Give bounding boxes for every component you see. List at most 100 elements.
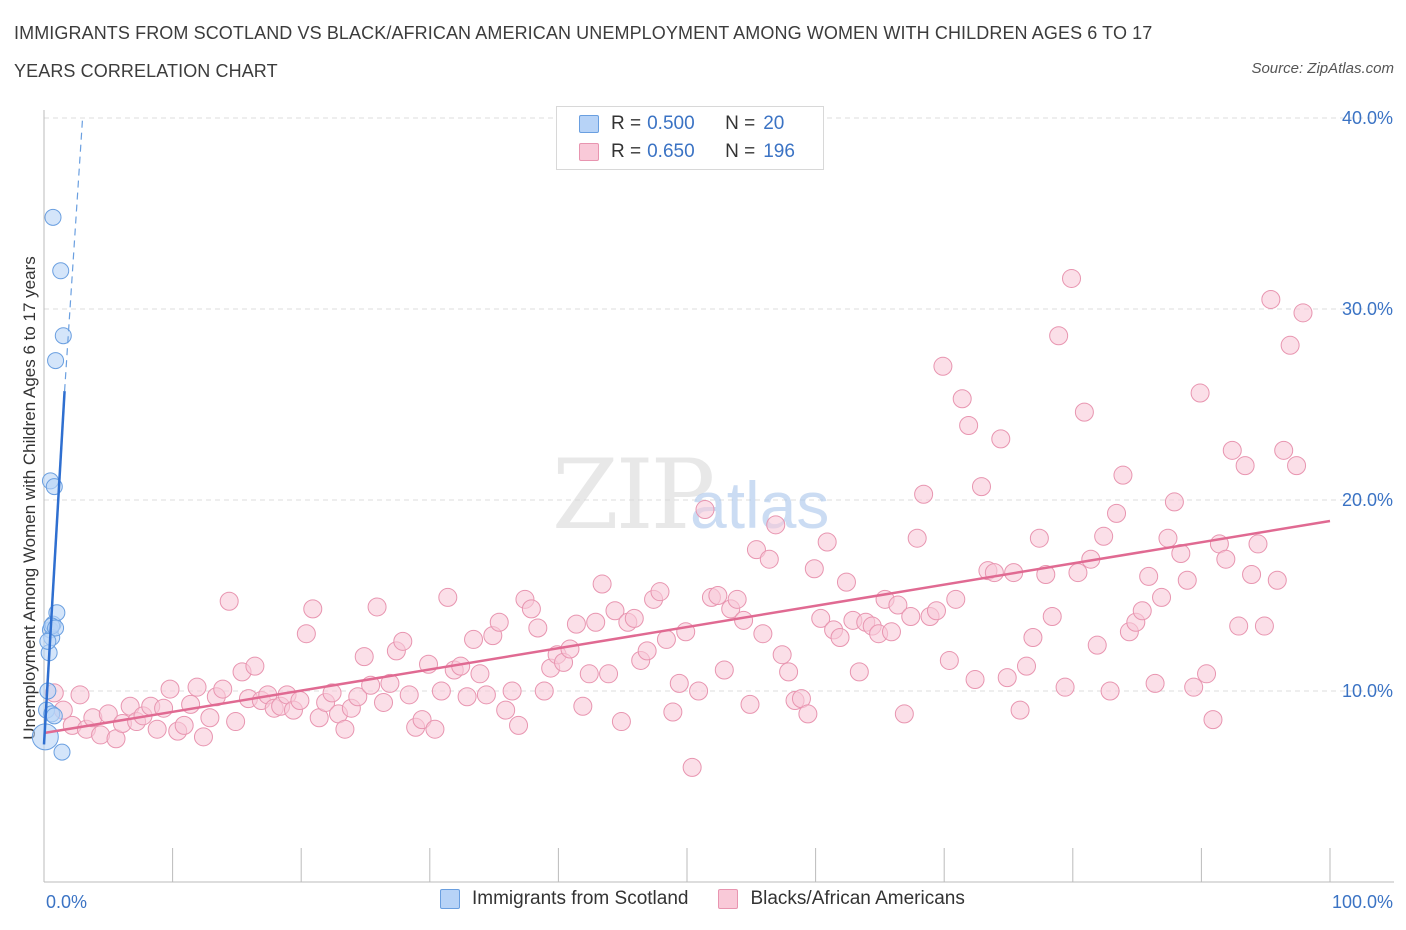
data-point-black	[245, 656, 265, 676]
data-point-black	[946, 589, 966, 609]
legend-row-scotland: R = 0.500 N = 20	[579, 112, 784, 136]
data-point-black	[605, 601, 625, 621]
data-point-black	[187, 677, 207, 697]
legend-r-label: R =	[611, 113, 642, 134]
data-point-scotland	[53, 743, 71, 761]
data-point-black	[637, 641, 657, 661]
data-point-black	[1094, 526, 1114, 546]
legend-label-scotland: Immigrants from Scotland	[472, 888, 689, 909]
legend-r-value: 0.500	[647, 113, 695, 134]
data-point-black	[894, 704, 914, 724]
data-point-black	[586, 612, 606, 632]
data-point-black	[714, 660, 734, 680]
data-point-black	[682, 757, 702, 777]
data-point-black	[1274, 440, 1294, 460]
data-point-black	[1222, 440, 1242, 460]
data-point-black	[1242, 564, 1262, 584]
data-point-black	[611, 712, 631, 732]
data-point-black	[425, 719, 445, 739]
data-point-black	[464, 629, 484, 649]
data-point-black	[1087, 635, 1107, 655]
legend-n-label: N =	[725, 113, 756, 134]
data-point-black	[470, 664, 490, 684]
trend-line-scotland-extension	[63, 117, 84, 392]
data-point-black	[907, 528, 927, 548]
data-point-black	[412, 710, 432, 730]
data-point-black	[1017, 656, 1037, 676]
data-point-black	[213, 679, 233, 699]
tick-labels: 10.0% 20.0% 30.0% 40.0% 0.0% 100.0%	[46, 108, 1393, 912]
legend-n-label: N =	[725, 141, 756, 162]
data-point-black	[1010, 700, 1030, 720]
data-point-black	[1254, 616, 1274, 636]
data-point-black	[650, 582, 670, 602]
data-point-black	[296, 624, 316, 644]
legend-swatch-pink	[718, 889, 739, 909]
data-point-black	[1139, 566, 1159, 586]
data-point-black	[1177, 570, 1197, 590]
data-point-black	[939, 650, 959, 670]
data-point-black	[901, 607, 921, 627]
data-point-black	[1293, 303, 1313, 323]
data-point-black	[528, 618, 548, 638]
data-point-black	[1152, 587, 1172, 607]
legend-swatch-pink	[579, 143, 599, 161]
data-point-black	[566, 614, 586, 634]
data-point-black	[1248, 534, 1268, 554]
legend-swatch-blue	[440, 889, 460, 909]
axes	[43, 110, 1394, 883]
legend-item-scotland[interactable]: Immigrants from Scotland	[440, 888, 688, 910]
data-point-black	[779, 662, 799, 682]
trend-line-black	[43, 519, 1331, 735]
y-tick-label: 10.0%	[1342, 681, 1393, 701]
data-point-black	[753, 624, 773, 644]
data-point-black	[354, 647, 374, 667]
data-point-black	[849, 662, 869, 682]
data-point-black	[1029, 528, 1049, 548]
stats-legend: R = 0.500 N = 20 R = 0.650 N = 196	[556, 106, 824, 170]
data-point-black	[489, 612, 509, 632]
y-tick-label: 20.0%	[1342, 490, 1393, 510]
source-label: Source: ZipAtlas.com	[1251, 60, 1394, 77]
data-point-black	[431, 681, 451, 701]
title-line-2: YEARS CORRELATION CHART	[14, 61, 278, 81]
data-point-black	[438, 587, 458, 607]
data-point-black	[804, 559, 824, 579]
data-point-black	[1055, 677, 1075, 697]
legend-r-value: 0.650	[647, 141, 695, 162]
data-point-black	[772, 645, 792, 665]
data-point-black	[303, 599, 323, 619]
series-legend: Immigrants from Scotland Blacks/African …	[440, 888, 995, 910]
data-point-black	[1203, 710, 1223, 730]
data-point-black	[1287, 456, 1307, 476]
data-point-black	[689, 681, 709, 701]
data-point-black	[174, 715, 194, 735]
data-point-black	[160, 679, 180, 699]
data-point-black	[914, 484, 934, 504]
data-point-black	[817, 532, 837, 552]
data-point-scotland	[47, 352, 65, 370]
legend-r-label: R =	[611, 141, 642, 162]
data-point-black	[579, 664, 599, 684]
data-point-black	[1235, 456, 1255, 476]
data-point-black	[746, 540, 766, 560]
data-point-black	[1113, 465, 1133, 485]
data-point-black	[476, 685, 496, 705]
data-point-scotland	[54, 327, 72, 345]
data-point-black	[888, 595, 908, 615]
data-point-black	[534, 681, 554, 701]
data-point-black	[669, 673, 689, 693]
legend-label-black: Blacks/African Americans	[750, 888, 965, 909]
data-point-black	[290, 691, 310, 711]
data-point-black	[393, 631, 413, 651]
data-point-black	[1267, 570, 1287, 590]
data-point-black	[811, 608, 831, 628]
x-tick-label-max: 100.0%	[1332, 892, 1393, 912]
data-point-black	[457, 687, 477, 707]
data-point-black	[1280, 335, 1300, 355]
legend-item-black[interactable]: Blacks/African Americans	[718, 888, 965, 910]
data-point-black	[1036, 564, 1056, 584]
title-line-1: IMMIGRANTS FROM SCOTLAND VS BLACK/AFRICA…	[14, 23, 1153, 43]
legend-n-value: 20	[763, 113, 785, 134]
